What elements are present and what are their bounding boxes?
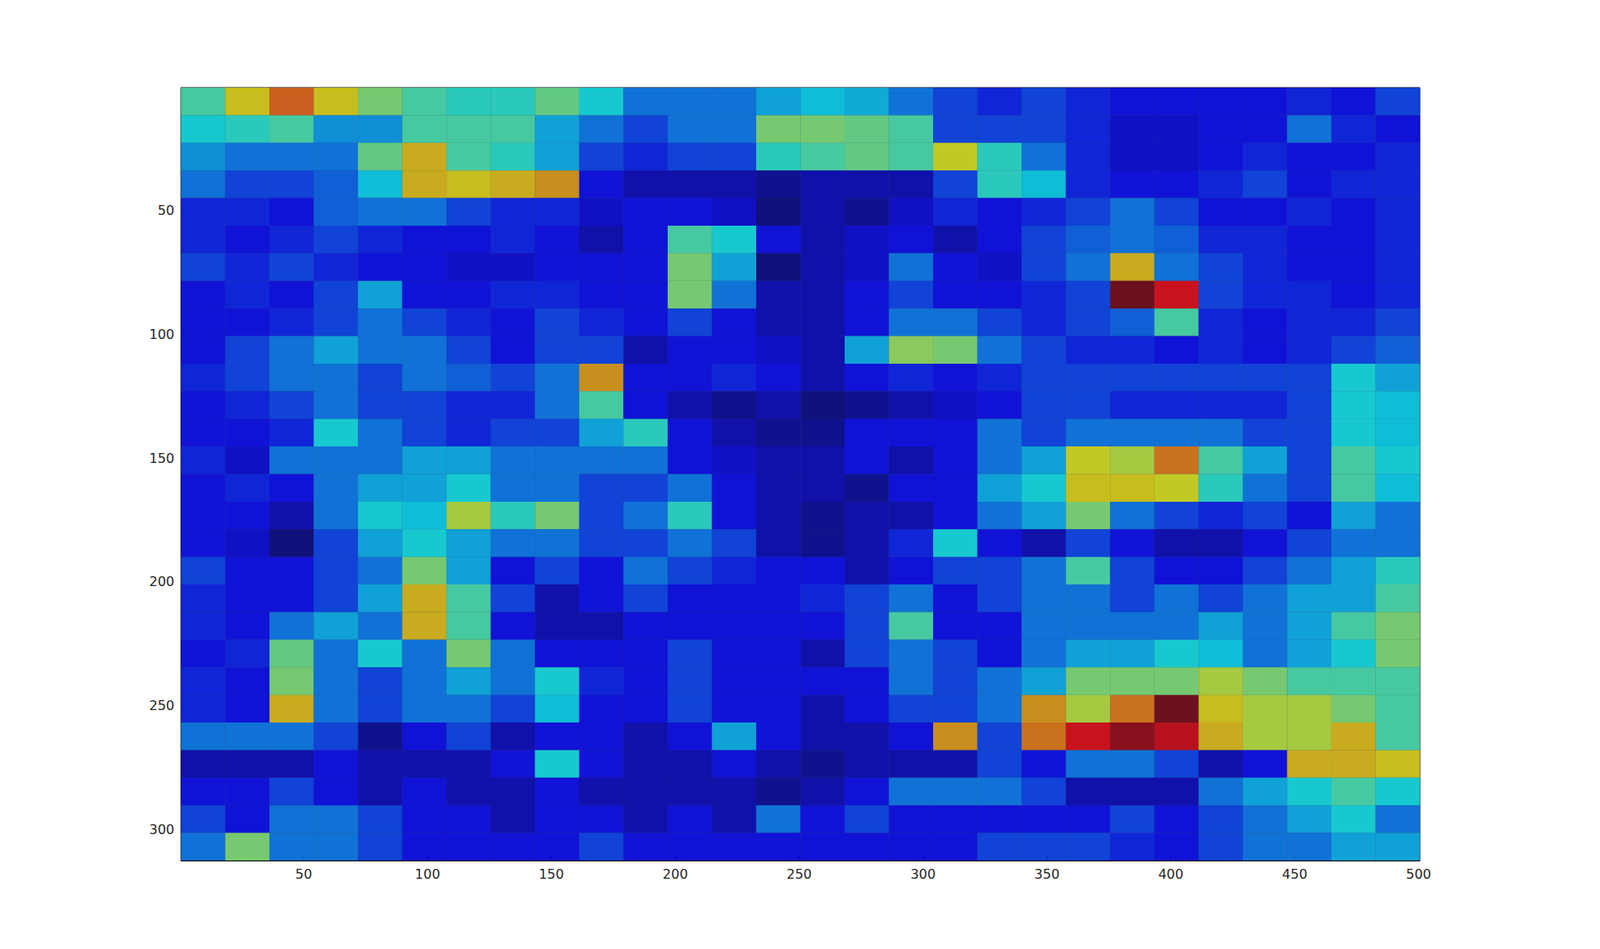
svg-text:100: 100	[414, 866, 441, 882]
svg-text:450: 450	[1281, 866, 1308, 882]
svg-text:150: 150	[148, 450, 175, 467]
svg-text:200: 200	[662, 866, 689, 882]
svg-text:300: 300	[148, 821, 175, 838]
svg-text:400: 400	[1157, 866, 1184, 882]
svg-text:150: 150	[538, 866, 565, 882]
svg-text:350: 350	[1034, 866, 1061, 882]
svg-text:50: 50	[157, 202, 175, 219]
svg-text:200: 200	[148, 573, 175, 590]
svg-text:50: 50	[295, 866, 312, 882]
svg-text:500: 500	[1405, 866, 1432, 882]
svg-text:100: 100	[148, 326, 175, 343]
svg-text:250: 250	[786, 866, 813, 882]
svg-text:250: 250	[148, 697, 175, 714]
svg-text:300: 300	[910, 866, 937, 882]
